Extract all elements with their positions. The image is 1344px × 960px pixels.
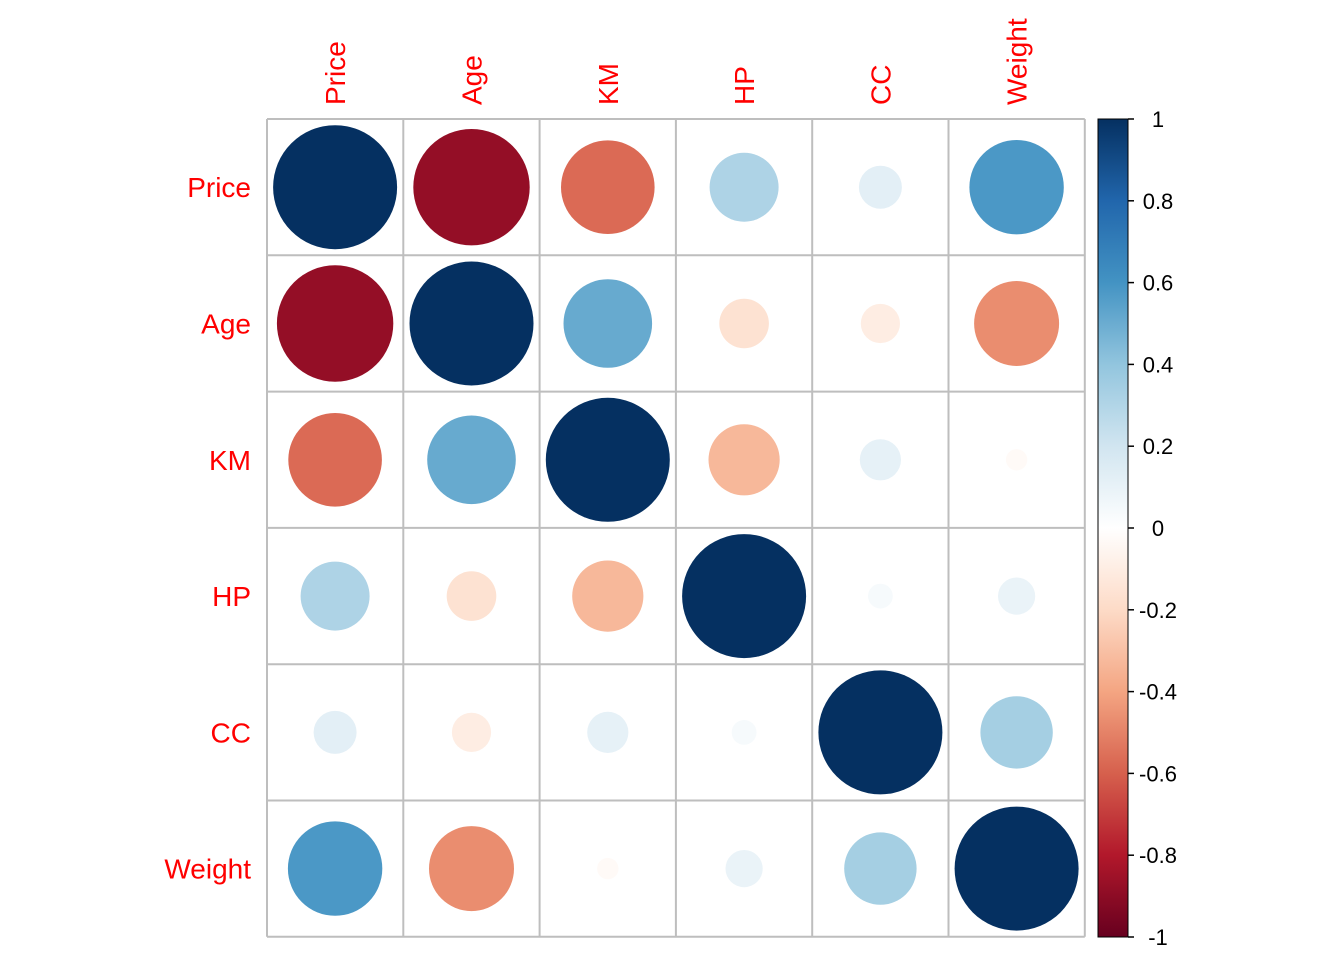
row-label-hp: HP [212, 581, 251, 612]
corr-circle-price-cc [858, 165, 902, 209]
corr-circle-km-weight [1005, 449, 1028, 471]
corr-circle-weight-price [287, 821, 383, 916]
colorbar-tick-label: 0.2 [1143, 434, 1174, 459]
column-label-price: Price [320, 41, 351, 105]
corr-circle-weight-age [429, 826, 514, 912]
row-label-km: KM [209, 445, 251, 476]
corr-circle-km-age [427, 415, 516, 505]
corr-circle-cc-age [451, 712, 492, 753]
corr-circle-weight-hp [725, 850, 763, 888]
column-label-hp: HP [729, 66, 760, 105]
column-label-weight: Weight [1002, 18, 1033, 105]
colorbar-tick-label: -0.6 [1139, 761, 1177, 786]
corr-circle-price-km [561, 140, 655, 234]
corr-circle-hp-hp [682, 534, 807, 659]
corr-circle-km-hp [708, 424, 780, 496]
corr-circle-age-price [276, 265, 394, 382]
corr-circle-hp-km [572, 560, 644, 632]
row-label-weight: Weight [164, 854, 251, 885]
matrix-cells [266, 118, 1086, 938]
row-labels: Price Age KM HP CC Weight [164, 172, 251, 885]
corr-circle-km-cc [859, 439, 902, 481]
corr-circle-weight-cc [844, 832, 917, 905]
colorbar-tick-label: 0.8 [1143, 189, 1174, 214]
colorbar: 1 0.8 0.6 0.4 0.2 0 -0.2 -0.4 -0.6 -0.8 -1 [1097, 107, 1177, 950]
corr-circle-km-price [288, 413, 382, 507]
colorbar-gradient [1097, 118, 1129, 938]
corr-circle-age-km [563, 279, 653, 368]
row-label-age: Age [201, 308, 251, 339]
row-label-cc: CC [211, 717, 251, 748]
column-label-km: KM [593, 63, 624, 105]
colorbar-tick-label: 0.6 [1143, 271, 1174, 296]
corr-circle-weight-weight [954, 806, 1079, 931]
corr-circle-hp-cc [868, 583, 893, 609]
corr-circle-age-weight [974, 281, 1060, 366]
column-label-cc: CC [865, 65, 896, 105]
colorbar-tick-label: 0 [1152, 516, 1164, 541]
colorbar-tick-label: -0.8 [1139, 843, 1177, 868]
corr-circle-cc-cc [818, 670, 943, 795]
corr-circle-km-km [545, 397, 670, 522]
colorbar-tick-label: -1 [1148, 925, 1168, 950]
corr-circle-price-price [273, 125, 398, 250]
corr-circle-price-weight [969, 140, 1064, 235]
colorbar-tick-label: 1 [1152, 107, 1164, 132]
corr-circle-hp-price [300, 561, 370, 631]
corr-circle-cc-price [313, 710, 357, 754]
corr-circle-age-age [409, 261, 534, 386]
corr-circle-hp-age [446, 571, 497, 621]
corr-circle-price-age [413, 129, 530, 246]
colorbar-tick-label: -0.2 [1139, 598, 1177, 623]
corr-circle-weight-km [597, 857, 619, 880]
corr-circle-cc-weight [980, 696, 1053, 769]
corr-circle-price-hp [709, 152, 779, 222]
colorbar-tick-label: 0.4 [1143, 352, 1174, 377]
corr-circle-cc-km [587, 711, 629, 754]
corr-circle-age-cc [860, 303, 901, 344]
row-label-price: Price [187, 172, 251, 203]
column-label-age: Age [456, 55, 487, 105]
corr-circle-cc-hp [731, 720, 757, 745]
corr-circle-hp-weight [998, 577, 1036, 615]
corr-circle-age-hp [719, 298, 769, 349]
colorbar-tick-label: -0.4 [1139, 680, 1177, 705]
column-labels: Price Age KM HP CC Weight [320, 18, 1033, 105]
